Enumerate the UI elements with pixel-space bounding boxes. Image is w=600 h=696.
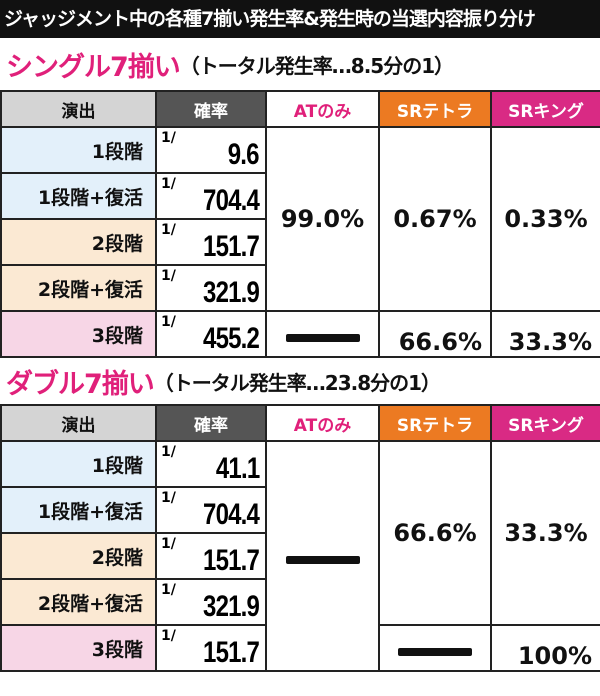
header-cell: SRキング xyxy=(490,90,600,128)
probability: 1/151.7 xyxy=(155,624,267,672)
header-cell: SRテトラ xyxy=(378,404,492,442)
section-name: ダブル7揃い xyxy=(6,368,155,400)
header-cell: 演出 xyxy=(0,90,157,128)
percent: 0.67% xyxy=(378,126,492,312)
probability-prefix: 1/ xyxy=(161,582,176,598)
section-note: （トータル発生率…8.5分の1） xyxy=(179,53,454,78)
table: 演出 確率 ATのみ SRテトラ SRキング 1段階 1/41.1 66.6% 33.3% 1段階… xyxy=(0,404,600,672)
header-cell: SRテトラ xyxy=(378,90,492,128)
header-row: 演出 確率 ATのみ SRテトラ SRキング xyxy=(0,404,600,442)
row-label: 1段階+復活 xyxy=(0,486,157,534)
probability-prefix: 1/ xyxy=(161,490,176,506)
probability-value: 151.7 xyxy=(202,544,260,577)
percent: 66.6% xyxy=(378,440,492,626)
row-label: 2段階+復活 xyxy=(0,264,157,312)
probability-prefix: 1/ xyxy=(161,268,176,284)
probability-prefix: 1/ xyxy=(161,628,176,644)
probability: 1/704.4 xyxy=(155,172,267,220)
none xyxy=(378,624,492,672)
row-label: 2段階 xyxy=(0,218,157,266)
header-cell: ATのみ xyxy=(265,90,380,128)
probability-value: 321.9 xyxy=(202,276,260,309)
probability-prefix: 1/ xyxy=(161,444,176,460)
probability: 1/41.1 xyxy=(155,440,267,488)
header-cell: 演出 xyxy=(0,404,157,442)
percent: 99.0% xyxy=(265,126,380,312)
table: 演出 確率 ATのみ SRテトラ SRキング 1段階 1/9.6 99.0% 0.67% 0.33… xyxy=(0,90,600,358)
probability-value: 151.7 xyxy=(202,230,260,263)
row: 2段階 1/151.7 xyxy=(0,218,600,266)
dash xyxy=(285,556,360,564)
probability-prefix: 1/ xyxy=(161,536,176,552)
percent: 0.33% xyxy=(490,126,600,312)
percent: 33.3% xyxy=(490,440,600,626)
probability-value: 41.1 xyxy=(215,452,259,485)
probability-prefix: 1/ xyxy=(161,314,176,330)
probability-value: 704.4 xyxy=(202,184,260,217)
section-name: シングル7揃い xyxy=(6,51,181,83)
probability: 1/704.4 xyxy=(155,486,267,534)
probability: 1/151.7 xyxy=(155,218,267,266)
header-cell: SRキング xyxy=(490,404,600,442)
row: 2段階 1/151.7 xyxy=(0,532,600,580)
header-row: 演出 確率 ATのみ SRテトラ SRキング xyxy=(0,90,600,128)
percent: 66.6% xyxy=(378,310,492,358)
row-label: 2段階 xyxy=(0,532,157,580)
probability-prefix: 1/ xyxy=(161,130,176,146)
dash xyxy=(285,334,360,342)
row-label: 1段階 xyxy=(0,126,157,174)
row: 1段階 1/41.1 66.6% 33.3% xyxy=(0,440,600,672)
probability: 1/455.2 xyxy=(155,310,267,358)
row-label: 1段階+復活 xyxy=(0,172,157,220)
probability: 1/321.9 xyxy=(155,578,267,626)
probability-prefix: 1/ xyxy=(161,222,176,238)
probability-value: 321.9 xyxy=(202,590,260,623)
probability-value: 151.7 xyxy=(202,636,260,669)
header-cell: 確率 xyxy=(155,404,267,442)
probability-value: 704.4 xyxy=(202,498,260,531)
row-label: 3段階 xyxy=(0,310,157,358)
row: 3段階 1/151.7 100% xyxy=(0,624,600,672)
row: 3段階 1/455.2 66.6% 33.3% xyxy=(0,310,600,358)
header-cell: 確率 xyxy=(155,90,267,128)
probability: 1/321.9 xyxy=(155,264,267,312)
row: 1段階+復活 1/704.4 xyxy=(0,172,600,220)
section-header: ダブル7揃い （トータル発生率…23.8分の1） xyxy=(0,358,600,404)
percent: 100% xyxy=(490,624,600,672)
none xyxy=(265,440,380,672)
row: 2段階+復活 1/321.9 xyxy=(0,578,600,626)
section-header: シングル7揃い （トータル発生率…8.5分の1） xyxy=(0,38,600,90)
header-cell: ATのみ xyxy=(265,404,380,442)
percent: 33.3% xyxy=(490,310,600,358)
title: ジャッジメント中の各種7揃い発生率&発生時の当選内容振り分け xyxy=(0,0,600,38)
row-label: 2段階+復活 xyxy=(0,578,157,626)
probability: 1/9.6 xyxy=(155,126,267,174)
row: 1段階 1/9.6 99.0% 0.67% 0.33% xyxy=(0,126,600,312)
row-label: 3段階 xyxy=(0,624,157,672)
none xyxy=(265,310,380,358)
probability-value: 455.2 xyxy=(202,322,260,355)
probability-prefix: 1/ xyxy=(161,176,176,192)
dash xyxy=(398,648,472,656)
row: 2段階+復活 1/321.9 xyxy=(0,264,600,312)
probability: 1/151.7 xyxy=(155,532,267,580)
probability-value: 9.6 xyxy=(228,138,260,171)
row: 1段階+復活 1/704.4 xyxy=(0,486,600,534)
row-label: 1段階 xyxy=(0,440,157,488)
section-note: （トータル発生率…23.8分の1） xyxy=(153,370,441,395)
